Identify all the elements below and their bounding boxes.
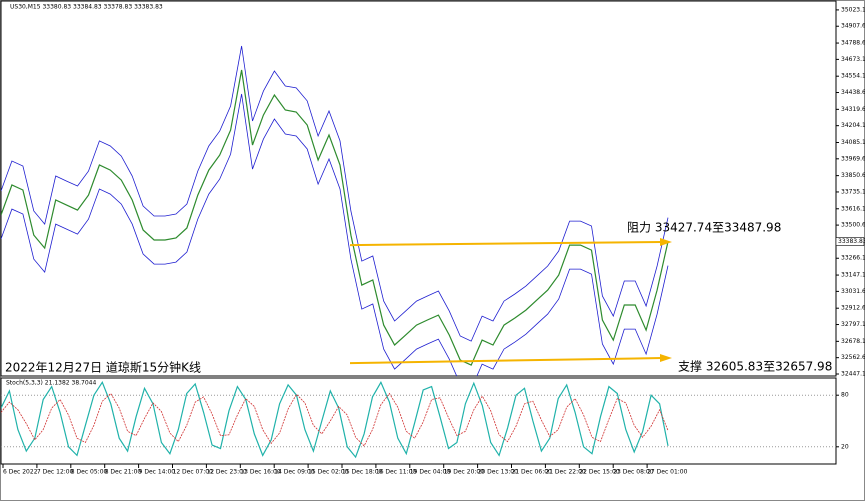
arrow-head: [660, 354, 672, 363]
price-marker-label: 33383.83: [838, 238, 865, 245]
x-tick-label: 14 Dec 09:00: [274, 469, 315, 476]
y-tick-label: 35023.10: [841, 6, 865, 13]
x-tick-label: 7 Dec 12:00: [37, 469, 74, 476]
y-tick-label: 33266.10: [841, 255, 865, 262]
symbol-header: US30,M15 33380.83 33384.83 33378.83 3338…: [10, 4, 163, 11]
x-tick-label: 8 Dec 05:00: [71, 469, 108, 476]
y-tick-label: 34085.10: [841, 139, 865, 146]
axes: 35023.10 34907.60 34788.60 34673.10 34554.10…: [2, 6, 865, 476]
y-tick-label: 34319.60: [841, 106, 865, 113]
series-line: [1, 45, 669, 342]
price-panel: [0, 0, 837, 377]
stoch-plot: [1, 380, 836, 459]
x-tick-label: 21 Dec 22:00: [545, 469, 586, 476]
series-line: [1, 93, 669, 376]
arrow-head: [660, 238, 672, 247]
y-tick-label: 32912.60: [841, 305, 865, 312]
y-tick-label: 20: [841, 443, 849, 450]
y-tick-label: 33735.10: [841, 188, 865, 195]
stoch-title: Stoch(5,3,3) 21.1382 38.7044: [6, 380, 97, 387]
series-line: [1, 392, 669, 447]
y-tick-label: 33616.10: [841, 205, 865, 212]
y-tick-label: 34788.60: [841, 40, 865, 47]
y-tick-label: 33969.60: [841, 155, 865, 162]
series-line: [1, 69, 669, 366]
y-tick-label: 32447.10: [841, 370, 865, 377]
y-tick-label: 34554.10: [841, 73, 865, 80]
y-tick-label: 33500.60: [841, 222, 865, 229]
x-tick-label: 19 Dec 04:00: [410, 469, 451, 476]
y-tick-label: 34204.10: [841, 122, 865, 129]
x-tick-label: 12 Dec 07:00: [173, 469, 214, 476]
y-tick-label: 34673.10: [841, 56, 865, 63]
x-tick-label: 9 Dec 14:00: [139, 469, 176, 476]
x-tick-label: 20 Dec 13:00: [478, 469, 519, 476]
y-tick-label: 33031.60: [841, 288, 865, 295]
x-tick-label: 21 Dec 06:00: [512, 469, 553, 476]
level-line: [349, 241, 663, 247]
x-tick-label: 19 Dec 20:00: [444, 469, 485, 476]
level-label: 阻力 33427.74至33487.98: [627, 221, 781, 235]
x-tick-label: 27 Dec 01:00: [647, 469, 688, 476]
price-plot: [1, 45, 672, 376]
y-tick-label: 32562.60: [841, 354, 865, 361]
y-tick-label: 33850.60: [841, 172, 865, 179]
x-tick-label: 15 Dec 02:00: [308, 469, 349, 476]
level-line: [349, 357, 663, 365]
y-tick-label: 32678.10: [841, 338, 865, 345]
x-tick-label: 16 Dec 11:00: [376, 469, 417, 476]
x-tick-label: 22 Dec 15:00: [579, 469, 620, 476]
x-tick-label: 12 Dec 23:00: [206, 469, 247, 476]
x-tick-label: 8 Dec 21:00: [105, 469, 142, 476]
y-tick-label: 34438.60: [841, 89, 865, 96]
y-tick-label: 80: [841, 392, 849, 399]
caption: 2022年12月27日 道琼斯15分钟K线: [5, 360, 201, 375]
x-tick-label: 6 Dec 2022: [3, 469, 38, 476]
y-tick-label: 34907.60: [841, 23, 865, 30]
x-tick-label: 15 Dec 18:00: [342, 469, 383, 476]
y-tick-label: 32797.10: [841, 321, 865, 328]
x-tick-label: 23 Dec 08:00: [613, 469, 654, 476]
series-line: [1, 380, 669, 459]
x-tick-label: 13 Dec 16:00: [240, 469, 281, 476]
y-tick-label: 33147.10: [841, 272, 865, 279]
price-marker: [835, 237, 865, 246]
stoch-panel: [0, 377, 837, 465]
level-label: 支撑 32605.83至32657.98: [678, 359, 832, 374]
